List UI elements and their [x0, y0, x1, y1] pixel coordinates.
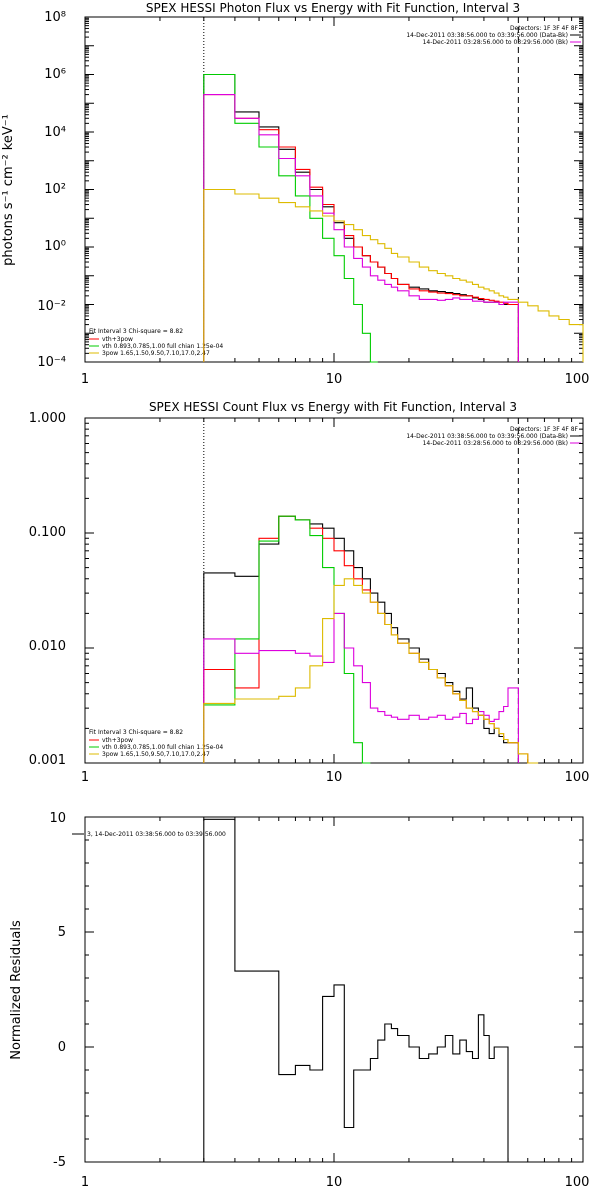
panel2-xtick-10: 10 — [326, 770, 343, 785]
panel1-ytick-1e-2: 10⁻² — [37, 299, 66, 314]
panel3-ytick-5: 5 — [58, 925, 66, 940]
panel2-ytick-0010: 0.010 — [29, 639, 66, 654]
panel2-xtick-1: 1 — [81, 770, 89, 785]
panel1-title: SPEX HESSI Photon Flux vs Energy with Fi… — [146, 1, 520, 15]
panel1-legend-3pow: 3pow 1.65,1.50,9.50,7.10,17.0,2.47 — [102, 350, 210, 357]
series-line-2-1 — [203, 515, 519, 763]
panel2-legend-fit: Fit Interval 3 Chi-square = 8.82 — [89, 729, 183, 736]
series-line-1-5 — [203, 188, 584, 362]
series-line-1-4 — [203, 94, 519, 362]
series-line-3-1 — [203, 818, 509, 1162]
panel2-title: SPEX HESSI Count Flux vs Energy with Fit… — [149, 400, 517, 414]
photon-flux-panel: SPEX HESSI Photon Flux vs Energy with Fi… — [1, 1, 589, 387]
panel3-ytick-m5: -5 — [53, 1155, 66, 1170]
panel2-ytick-1000: 1.000 — [29, 411, 66, 426]
panel1-legend-fit: Fit Interval 3 Chi-square = 8.82 — [89, 328, 183, 335]
series-line-1-2 — [203, 94, 519, 362]
panel1-frame — [84, 16, 584, 363]
panel3-ytick-10: 10 — [49, 811, 66, 826]
panel2-data-interval: 14-Dec-2011 03:38:56.000 to 03:39:56.000… — [406, 433, 568, 440]
panel1-xtick-100: 100 — [565, 372, 590, 387]
panel2-detectors: Detectors: 1F 3F 4F 8F — [510, 426, 579, 433]
panel1-bk-interval: 14-Dec-2011 03:28:56.000 to 03:29:56.000… — [423, 39, 568, 46]
panel1-ytick-1e8: 10⁸ — [44, 10, 66, 25]
panel1-ytick-1e6: 10⁶ — [44, 67, 66, 82]
series-line-1-3 — [203, 73, 378, 363]
panel1-legend-total: vth+3pow — [102, 336, 133, 343]
panel1-ylabel: photons s⁻¹ cm⁻² keV⁻¹ — [1, 114, 16, 266]
series-line-2-3 — [203, 515, 371, 764]
panel1-ytick-1e0: 10⁰ — [44, 239, 66, 254]
panel1-legend-vth: vth 0.893,0.785,1.00 full chian 1.25e-04 — [102, 343, 223, 350]
panel1-ytick-1e-4: 10⁻⁴ — [37, 355, 66, 370]
series-line-2-4 — [203, 612, 519, 763]
panel3-ylabel: Normalized Residuals — [9, 920, 24, 1060]
count-flux-panel: SPEX HESSI Count Flux vs Energy with Fit… — [29, 400, 590, 785]
panel3-xtick-1: 1 — [81, 1175, 89, 1190]
panel1-ytick-1e4: 10⁴ — [44, 125, 66, 140]
panel2-legend-vth: vth 0.893,0.785,1.00 full chian 1.25e-04 — [102, 744, 223, 751]
series-line-2-2 — [203, 515, 539, 764]
panel2-bk-interval: 14-Dec-2011 03:28:56.000 to 03:29:56.000… — [423, 440, 568, 447]
panel1-xtick-10: 10 — [326, 372, 343, 387]
panel1-ytick-1e2: 10² — [44, 182, 66, 197]
panel3-xtick-100: 100 — [565, 1175, 590, 1190]
panel2-legend-total: vth+3pow — [102, 737, 133, 744]
panel1-xtick-1: 1 — [81, 372, 89, 387]
panel2-ytick-0100: 0.100 — [29, 525, 66, 540]
panel1-data-interval: 14-Dec-2011 03:38:56.000 to 03:39:56.000… — [406, 32, 568, 39]
residuals-panel: Normalized Residuals 1 10 100 -5 0 5 10 … — [9, 811, 589, 1190]
panel3-xtick-10: 10 — [326, 1175, 343, 1190]
series-line-1-1 — [203, 73, 519, 362]
panel1-detectors: Detectors: 1F 3F 4F 8F — [510, 25, 579, 32]
panel2-legend-3pow: 3pow 1.65,1.50,9.50,7.10,17.0,2.47 — [102, 751, 210, 758]
panel2-ytick-0001: 0.001 — [29, 753, 66, 768]
panel3-ytick-0: 0 — [58, 1040, 66, 1055]
chart-marks — [84, 16, 584, 1163]
panel3-legend: 3, 14-Dec-2011 03:38:56.000 to 03:39:56.… — [87, 831, 226, 838]
series-line-2-5 — [203, 578, 539, 764]
panel2-xtick-100: 100 — [565, 770, 590, 785]
